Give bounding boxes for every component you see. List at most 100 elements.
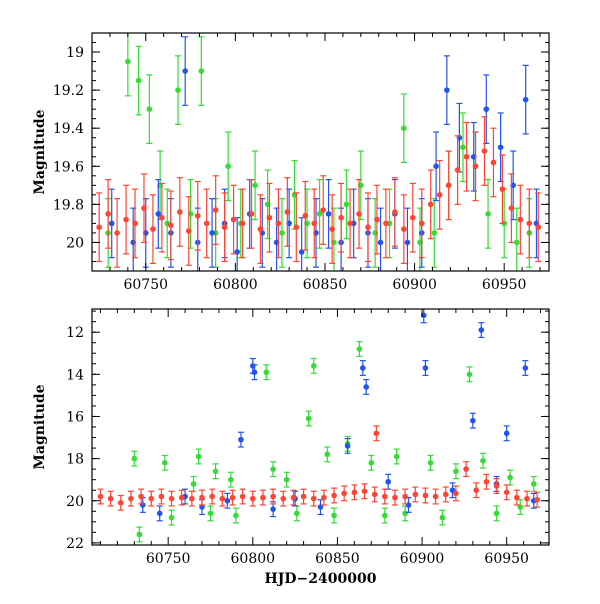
x-tick-label: 60750 (123, 277, 168, 293)
data-point (409, 214, 416, 221)
data-point (302, 212, 309, 219)
data-point (460, 144, 466, 151)
data-point (168, 222, 174, 229)
data-point (320, 207, 326, 213)
data-point (150, 226, 156, 232)
top-panel: 60750 60800 60850 60900 60950 19 19.2 19.4 19.6 1… (32, 32, 550, 293)
data-point (360, 365, 366, 371)
data-point (517, 504, 524, 510)
data-point (343, 201, 350, 208)
data-point (363, 384, 370, 390)
data-point (131, 455, 138, 462)
data-point (249, 495, 256, 502)
data-point (317, 504, 324, 510)
data-point (233, 512, 239, 519)
data-point (136, 531, 143, 538)
bottom-panel: 60750 60800 60850 60900 60950 12 14 16 18 20 22 Mag… (32, 308, 550, 587)
data-point (463, 466, 469, 472)
y-tick-label: 19.4 (53, 121, 84, 137)
data-point (503, 430, 510, 437)
data-point (257, 226, 264, 232)
data-point (263, 369, 270, 376)
x-tick-label: 60900 (392, 277, 437, 293)
data-point (522, 96, 529, 103)
data-point (356, 211, 362, 217)
data-point (351, 489, 358, 496)
data-point (481, 148, 488, 154)
data-point (219, 495, 226, 502)
data-point (493, 510, 500, 517)
y-tick-label: 19.2 (53, 83, 84, 99)
data-point (483, 106, 490, 112)
data-point (290, 494, 297, 501)
y-tick-label: 18 (66, 452, 84, 468)
data-point (155, 211, 162, 217)
data-point (212, 207, 219, 213)
data-point (444, 87, 450, 93)
data-point (392, 494, 398, 501)
data-point (478, 327, 485, 333)
data-point (107, 495, 114, 502)
data-point (412, 491, 419, 498)
data-point (138, 493, 144, 500)
data-point (199, 504, 205, 510)
x-tick-label: 60900 (400, 551, 445, 567)
data-point (493, 483, 500, 489)
x-tick-label: 60850 (315, 551, 360, 567)
data-point (453, 490, 459, 497)
data-point (148, 495, 155, 502)
data-point (280, 495, 287, 502)
data-point (311, 220, 318, 227)
data-point (321, 494, 327, 501)
data-point (128, 495, 134, 502)
data-point (229, 494, 236, 501)
data-point (453, 468, 459, 475)
data-point (195, 453, 202, 460)
data-point (422, 365, 429, 371)
data-point (377, 239, 384, 246)
data-point (194, 212, 201, 219)
data-point (454, 167, 461, 173)
data-point (522, 365, 529, 371)
data-layer (97, 309, 541, 543)
data-point (178, 494, 185, 501)
data-point (114, 230, 120, 236)
series-2 (97, 425, 541, 511)
x-tick-label: 60750 (146, 551, 191, 567)
data-point (97, 493, 104, 500)
data-point (490, 159, 497, 166)
y-tick-label: 19 (66, 45, 84, 61)
data-point (225, 163, 232, 170)
series-2 (96, 116, 542, 268)
data-point (135, 77, 142, 84)
data-point (472, 163, 479, 170)
data-point (402, 510, 408, 517)
y-tick-label: 14 (66, 367, 84, 383)
data-point (329, 226, 335, 232)
data-point (159, 214, 165, 221)
data-point (418, 220, 425, 227)
data-point (427, 201, 434, 208)
data-point (251, 369, 258, 376)
data-layer (96, 33, 542, 271)
data-point (182, 68, 188, 74)
data-point (402, 493, 408, 500)
data-point (168, 495, 175, 502)
data-point (341, 490, 347, 497)
data-point (238, 436, 244, 443)
y-tick-label: 19.6 (53, 159, 84, 175)
series-1 (108, 36, 540, 271)
data-point (270, 466, 276, 472)
data-point (382, 493, 388, 500)
data-point (508, 205, 515, 211)
data-point (294, 510, 300, 517)
data-point (331, 512, 337, 519)
data-point (161, 460, 168, 466)
data-point (266, 214, 273, 221)
data-point (305, 415, 312, 422)
data-point (279, 230, 285, 236)
data-point (401, 125, 407, 131)
plot-frame (91, 32, 550, 272)
